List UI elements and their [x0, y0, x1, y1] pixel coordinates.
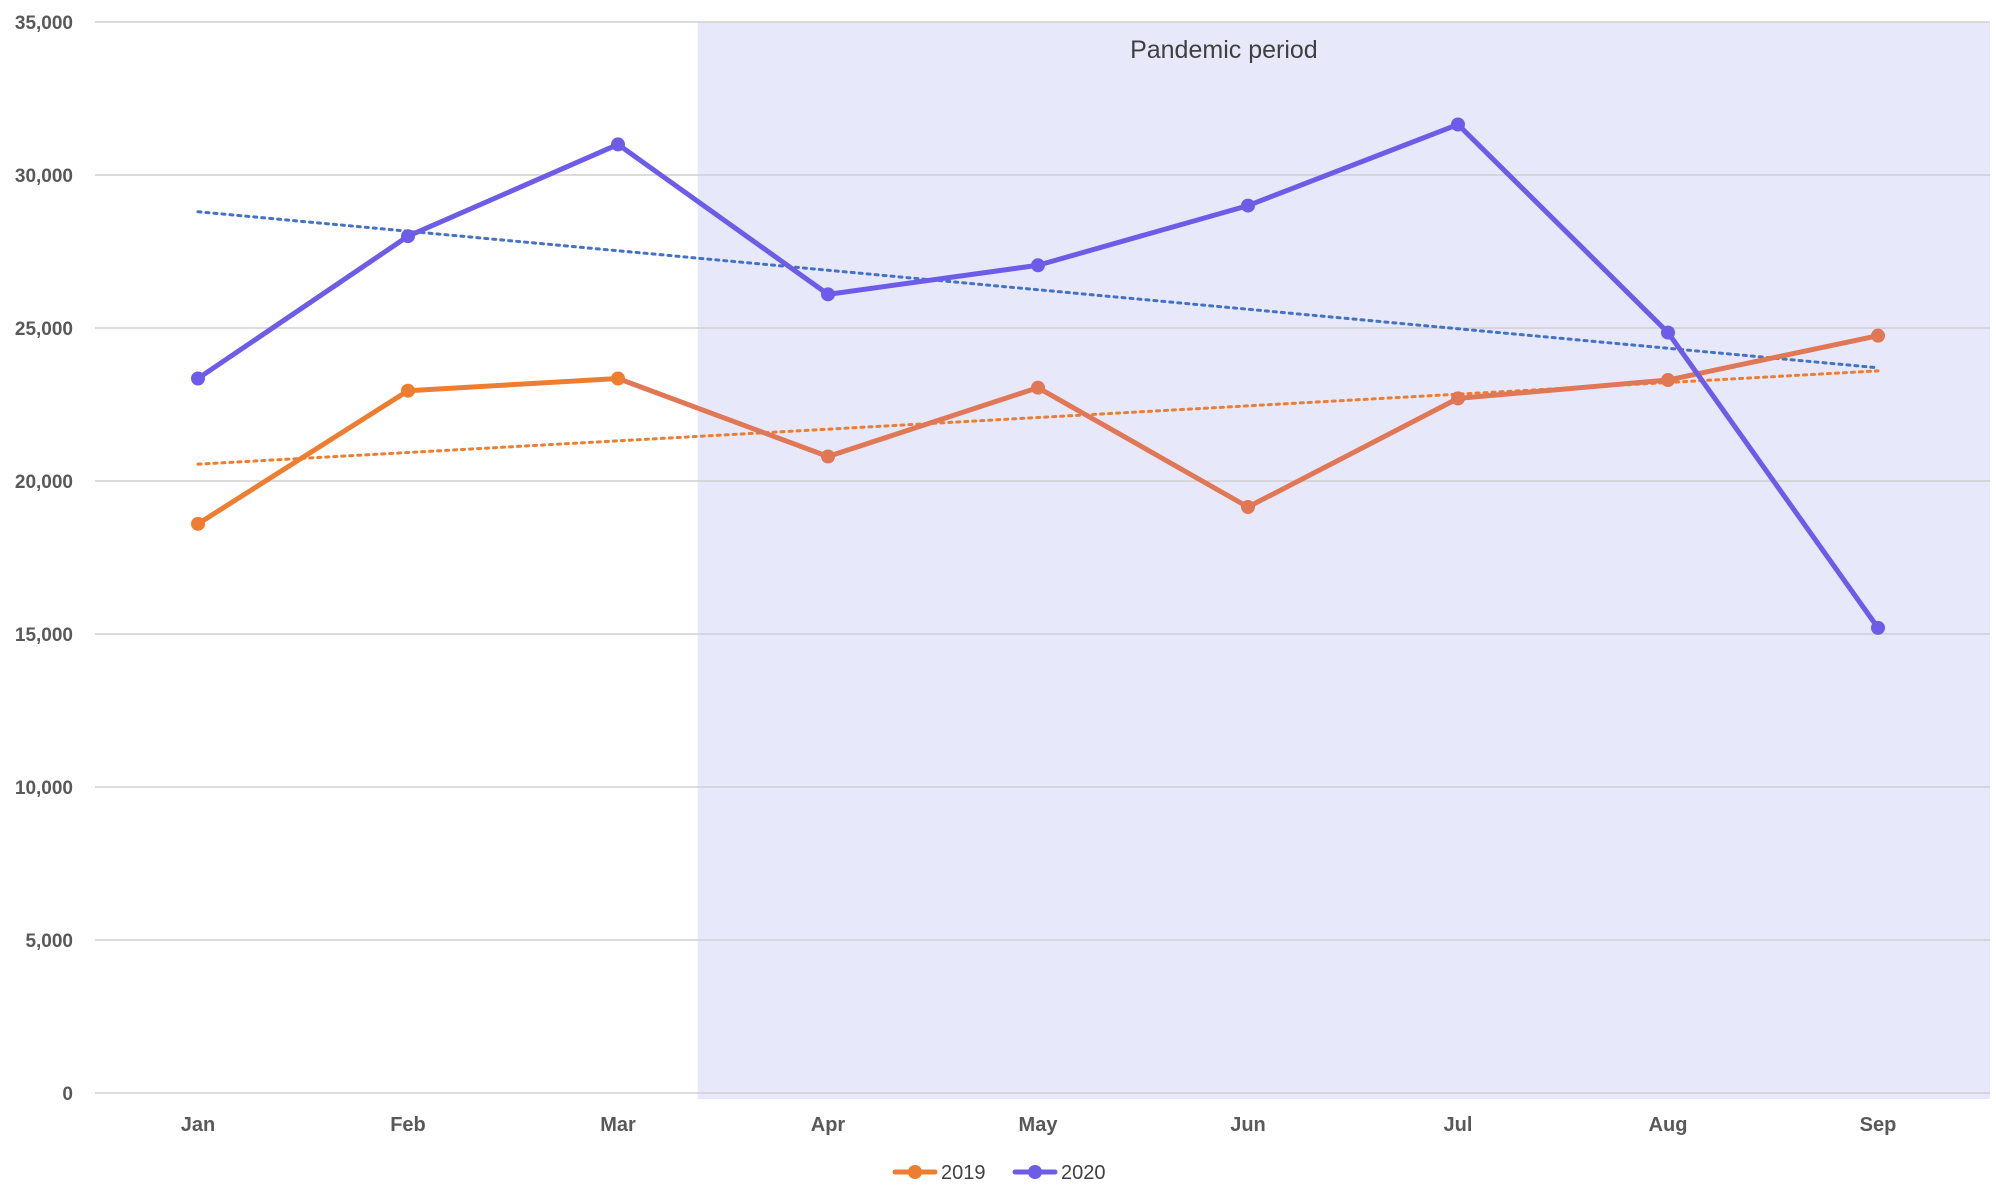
- x-tick-label: Feb: [390, 1114, 426, 1136]
- y-tick-label: 20,000: [15, 472, 73, 493]
- data-point-2019-Sep: [1871, 328, 1885, 343]
- y-tick-label: 10,000: [15, 778, 73, 799]
- legend-marker-2019: [908, 1165, 922, 1179]
- data-point-2020-Feb: [401, 229, 415, 244]
- series-2020-segment: [1245, 122, 1461, 209]
- series-2019-segment: [1455, 377, 1671, 401]
- data-point-2019-Feb: [401, 383, 415, 398]
- series-2020-segment: [195, 233, 411, 381]
- trendline-2020: [196, 210, 1880, 370]
- legend: 2019 2020: [892, 1162, 1106, 1184]
- series-2020-segment: [1455, 122, 1671, 336]
- series-2019-segment: [1665, 333, 1881, 383]
- data-point-2019-Apr: [821, 449, 835, 464]
- data-point-2019-Jan: [191, 516, 205, 531]
- x-tick-label: Jan: [181, 1114, 215, 1136]
- data-point-2020-Sep: [1871, 620, 1885, 635]
- series-2020-segment: [405, 141, 621, 239]
- data-point-2019-Mar: [611, 371, 625, 386]
- data-point-2019-Jun: [1241, 500, 1255, 515]
- x-tick-label: Sep: [1860, 1114, 1897, 1136]
- x-tick-label: Aug: [1649, 1114, 1688, 1136]
- y-tick-label: 0: [62, 1084, 73, 1105]
- data-point-2020-Jul: [1451, 117, 1465, 132]
- series-2019-segment: [1035, 385, 1251, 510]
- data-point-2020-May: [1031, 258, 1045, 273]
- data-point-2020-Jan: [191, 371, 205, 386]
- gridlines: [95, 21, 1990, 1094]
- data-point-2020-Jun: [1241, 198, 1255, 213]
- x-tick-label: Jun: [1230, 1114, 1266, 1136]
- y-tick-label: 35,000: [15, 13, 73, 34]
- series-2020-segment: [1035, 203, 1251, 268]
- series-2019-segment: [615, 375, 831, 460]
- x-axis: Jan Feb Mar Apr May Jun Jul Aug Sep: [181, 1114, 1897, 1136]
- series-lines: [191, 117, 1885, 635]
- y-axis: 0 5,000 10,000 15,000 20,000 25,000 30,000 35,0…: [15, 13, 73, 1105]
- legend-label-2019: 2019: [941, 1162, 986, 1184]
- data-point-2019-Jul: [1451, 391, 1465, 406]
- series-2020-segment: [825, 262, 1041, 297]
- y-tick-label: 30,000: [15, 166, 73, 187]
- series-2019-segment: [825, 385, 1041, 460]
- series-2019-segment: [1245, 395, 1461, 510]
- y-tick-label: 15,000: [15, 625, 73, 646]
- series-2020-segment: [1665, 330, 1881, 631]
- x-tick-label: Jul: [1444, 1114, 1473, 1136]
- y-tick-label: 25,000: [15, 319, 73, 340]
- series-2020: [191, 117, 1885, 635]
- series-2019-segment: [195, 388, 411, 527]
- data-point-2020-Aug: [1661, 325, 1675, 340]
- pandemic-period-label: Pandemic period: [1130, 36, 1318, 64]
- legend-marker-2020: [1028, 1165, 1042, 1179]
- pandemic-period-region: [697, 22, 1990, 1099]
- y-tick-label: 5,000: [25, 931, 73, 952]
- x-tick-label: Mar: [600, 1114, 636, 1136]
- series-2019-segment: [405, 375, 621, 394]
- data-point-2019-Aug: [1661, 373, 1675, 388]
- data-point-2019-May: [1031, 380, 1045, 395]
- legend-label-2020: 2020: [1061, 1162, 1106, 1184]
- data-point-2020-Mar: [611, 137, 625, 152]
- series-2019: [191, 328, 1885, 531]
- data-point-2020-Apr: [821, 287, 835, 302]
- x-tick-label: Apr: [811, 1114, 846, 1136]
- series-2020-segment: [615, 141, 831, 297]
- x-tick-label: May: [1019, 1114, 1059, 1136]
